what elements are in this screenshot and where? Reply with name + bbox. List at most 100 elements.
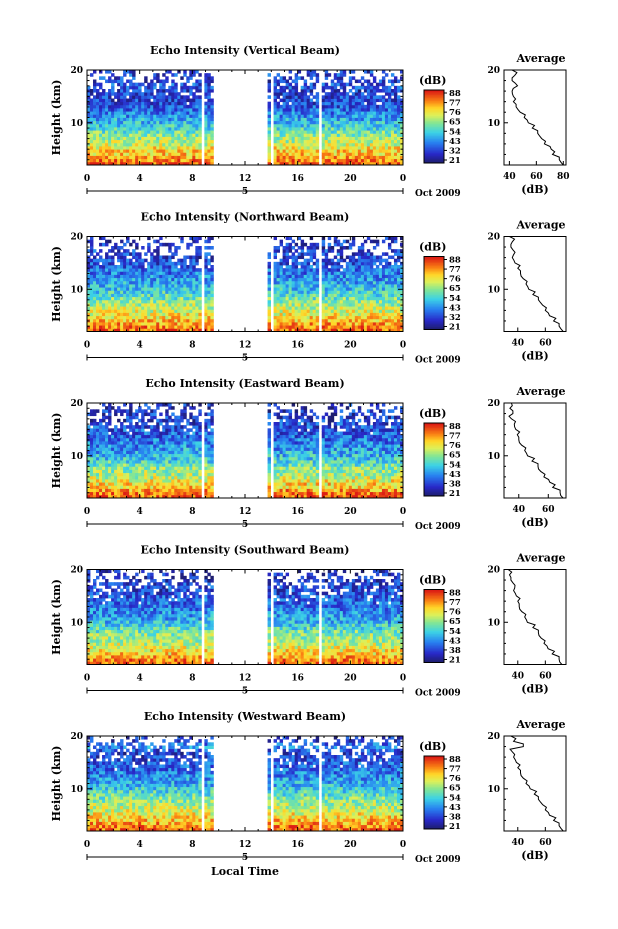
heatmap-cell — [153, 312, 157, 317]
heatmap-cell — [279, 299, 284, 304]
heatmap-cell — [96, 309, 100, 313]
heatmap-cell — [378, 328, 383, 332]
heatmap-cell — [174, 95, 178, 99]
heatmap-cell — [135, 265, 139, 269]
heatmap-cell — [396, 274, 401, 279]
heatmap-cell — [312, 242, 317, 247]
heatmap-cell — [192, 287, 196, 291]
heatmap-cell — [378, 325, 383, 329]
heatmap-cell — [399, 242, 404, 247]
colorbar-segment — [424, 312, 444, 315]
heatmap-cell — [141, 133, 145, 137]
heatmap-cell — [366, 271, 371, 275]
heatmap-cell — [93, 482, 97, 486]
heatmap-cell — [327, 142, 332, 147]
heatmap-cell — [396, 130, 401, 134]
heatmap-cell — [189, 114, 193, 118]
heatmap-cell — [381, 133, 386, 137]
heatmap-cell — [300, 158, 305, 163]
heatmap-cell — [327, 268, 332, 272]
heatmap-cell — [357, 123, 362, 128]
heatmap-cell — [324, 290, 329, 294]
heatmap-cell — [399, 296, 404, 301]
heatmap-cell — [180, 85, 184, 90]
heatmap-cell — [177, 303, 181, 307]
heatmap-cell — [282, 79, 287, 84]
heatmap-cell — [105, 434, 109, 439]
heatmap-cell — [354, 136, 359, 141]
heatmap-cell — [120, 328, 124, 332]
heatmap-cell — [99, 299, 103, 304]
heatmap-cell — [306, 258, 311, 263]
heatmap-cell — [384, 299, 389, 304]
heatmap-cell — [99, 450, 103, 455]
heatmap-cell — [363, 133, 368, 137]
heatmap-cell — [354, 142, 359, 147]
heatmap-cell — [210, 296, 214, 301]
heatmap-cell — [348, 303, 353, 307]
heatmap-cell — [291, 130, 296, 134]
heatmap-cell — [114, 161, 118, 166]
heatmap-cell — [291, 299, 296, 304]
heatmap-cell — [123, 249, 127, 253]
heatmap-cell — [96, 130, 100, 134]
heatmap-cell — [99, 296, 103, 301]
heatmap-cell — [279, 76, 284, 80]
heatmap-cell — [207, 136, 211, 141]
heatmap-cell — [192, 322, 196, 326]
heatmap-cell — [111, 249, 115, 253]
heatmap-cell — [267, 309, 271, 313]
heatmap-cell — [351, 142, 356, 147]
heatmap-cell — [168, 108, 172, 112]
heatmap-cell — [288, 309, 293, 313]
heatmap-cell — [336, 274, 341, 279]
heatmap-cell — [96, 111, 100, 115]
heatmap-cell — [135, 130, 139, 134]
heatmap-cell — [168, 277, 172, 282]
heatmap-cell — [165, 315, 169, 320]
heatmap-cell — [288, 85, 293, 90]
heatmap-cell — [156, 101, 160, 106]
heatmap-cell — [384, 130, 389, 134]
heatmap-cell — [186, 114, 190, 118]
heatmap-cell — [291, 309, 296, 313]
colorbar-segment — [424, 124, 444, 127]
heatmap-cell — [159, 268, 163, 272]
heatmap-cell — [111, 246, 115, 250]
heatmap-cell — [147, 101, 151, 106]
heatmap-cell — [399, 325, 404, 329]
heatmap-cell — [108, 418, 112, 423]
heatmap-cell — [210, 139, 214, 144]
heatmap-cell — [399, 155, 404, 160]
heatmap-cell — [123, 104, 127, 109]
heatmap-cell — [381, 120, 386, 125]
heatmap-cell — [129, 70, 133, 74]
heatmap-cell — [126, 303, 130, 307]
heatmap-cell — [396, 108, 401, 112]
heatmap-cell — [93, 161, 97, 166]
heatmap-cell — [360, 149, 365, 153]
heatmap-cell — [207, 315, 211, 320]
heatmap-cell — [342, 98, 347, 103]
heatmap-cell — [342, 70, 347, 74]
heatmap-cell — [144, 290, 148, 294]
heatmap-cell — [390, 290, 395, 294]
heatmap-cell — [126, 133, 130, 137]
heatmap-cell — [117, 318, 121, 323]
heatmap-cell — [390, 89, 395, 93]
heatmap-cell — [129, 261, 133, 266]
heatmap-cell — [183, 296, 187, 301]
heatmap-cell — [354, 130, 359, 134]
heatmap-cell — [123, 277, 127, 282]
heatmap-cell — [93, 491, 97, 496]
heatmap-cell — [294, 328, 299, 332]
heatmap-cell — [309, 246, 314, 250]
heatmap-cell — [87, 117, 91, 122]
heatmap-cell — [183, 95, 187, 99]
heatmap-cell — [153, 258, 157, 263]
heatmap-cell — [294, 315, 299, 320]
heatmap-cell — [183, 133, 187, 137]
heatmap-cell — [315, 120, 320, 125]
heatmap-cell — [141, 111, 145, 115]
heatmap-cell — [354, 271, 359, 275]
